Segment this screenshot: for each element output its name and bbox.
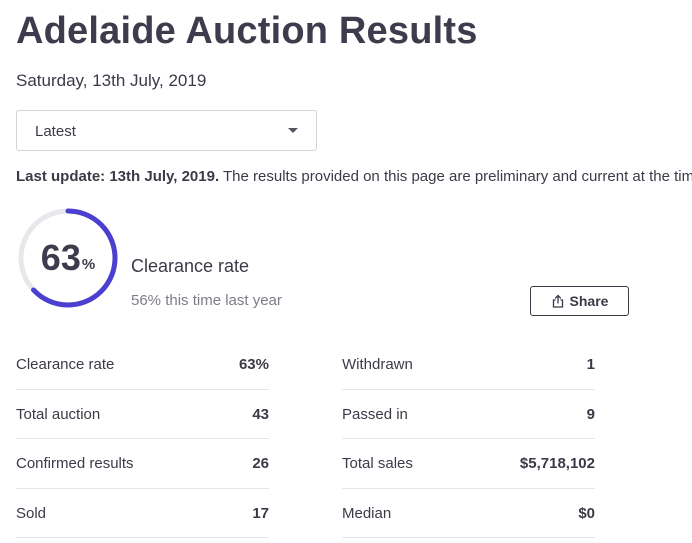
stat-row-total-sales: Total sales $5,718,102 bbox=[342, 439, 595, 489]
results-filter-value: Latest bbox=[35, 123, 76, 140]
stat-row-total-auction: Total auction 43 bbox=[16, 390, 269, 439]
stat-label: Clearance rate bbox=[16, 356, 115, 373]
stat-value: 1 bbox=[586, 356, 595, 373]
stat-value: $0 bbox=[578, 504, 595, 522]
stat-label: Withdrawn bbox=[342, 356, 413, 373]
stat-value: 26 bbox=[252, 455, 269, 472]
stat-value: 17 bbox=[252, 504, 269, 522]
share-icon bbox=[552, 294, 563, 308]
stat-value: 43 bbox=[252, 405, 269, 423]
stat-label: Total auction bbox=[16, 405, 101, 423]
stat-row-median: Median $0 bbox=[342, 489, 595, 538]
share-button[interactable]: Share bbox=[530, 286, 629, 316]
stat-label: Passed in bbox=[342, 405, 408, 423]
stat-label: Confirmed results bbox=[16, 455, 134, 472]
gauge-percent-sign: % bbox=[81, 255, 96, 273]
last-update-date: Last update: 13th July, 2019. bbox=[16, 168, 220, 185]
clearance-rate-gauge bbox=[18, 208, 118, 308]
clearance-comparison: 56% this time last year bbox=[131, 292, 282, 309]
last-update-text: The results provided on this page are pr… bbox=[223, 168, 692, 185]
page-title: Adelaide Auction Results bbox=[16, 10, 478, 52]
stat-label: Median bbox=[342, 504, 392, 522]
stat-row-confirmed-results: Confirmed results 26 bbox=[16, 439, 269, 489]
stat-row-clearance-rate: Clearance rate 63% bbox=[16, 340, 269, 390]
chevron-down-icon bbox=[288, 128, 298, 133]
clearance-rate-label: Clearance rate bbox=[131, 256, 250, 276]
stat-label: Total sales bbox=[342, 455, 413, 472]
results-filter-select[interactable]: Latest bbox=[16, 110, 317, 151]
stat-value: $5,718,102 bbox=[519, 455, 595, 472]
gauge-label: 63% bbox=[16, 206, 120, 310]
stat-row-sold: Sold 17 bbox=[16, 489, 269, 538]
gauge-value: 63 bbox=[40, 237, 81, 278]
stats-column-left: Clearance rate 63% Total auction 43 Conf… bbox=[16, 340, 269, 538]
share-label: Share bbox=[569, 293, 609, 309]
stat-value: 9 bbox=[586, 405, 595, 423]
stat-row-passed-in: Passed in 9 bbox=[342, 390, 595, 439]
stat-value: 63% bbox=[238, 356, 269, 373]
gauge-progress-arc bbox=[18, 208, 118, 308]
stat-row-withdrawn: Withdrawn 1 bbox=[342, 340, 595, 390]
stats-column-right: Withdrawn 1 Passed in 9 Total sales $5,7… bbox=[342, 340, 595, 538]
stat-label: Sold bbox=[16, 504, 47, 522]
last-update-notice: Last update: 13th July, 2019. The result… bbox=[16, 168, 692, 185]
auction-date: Saturday, 13th July, 2019 bbox=[16, 71, 207, 90]
